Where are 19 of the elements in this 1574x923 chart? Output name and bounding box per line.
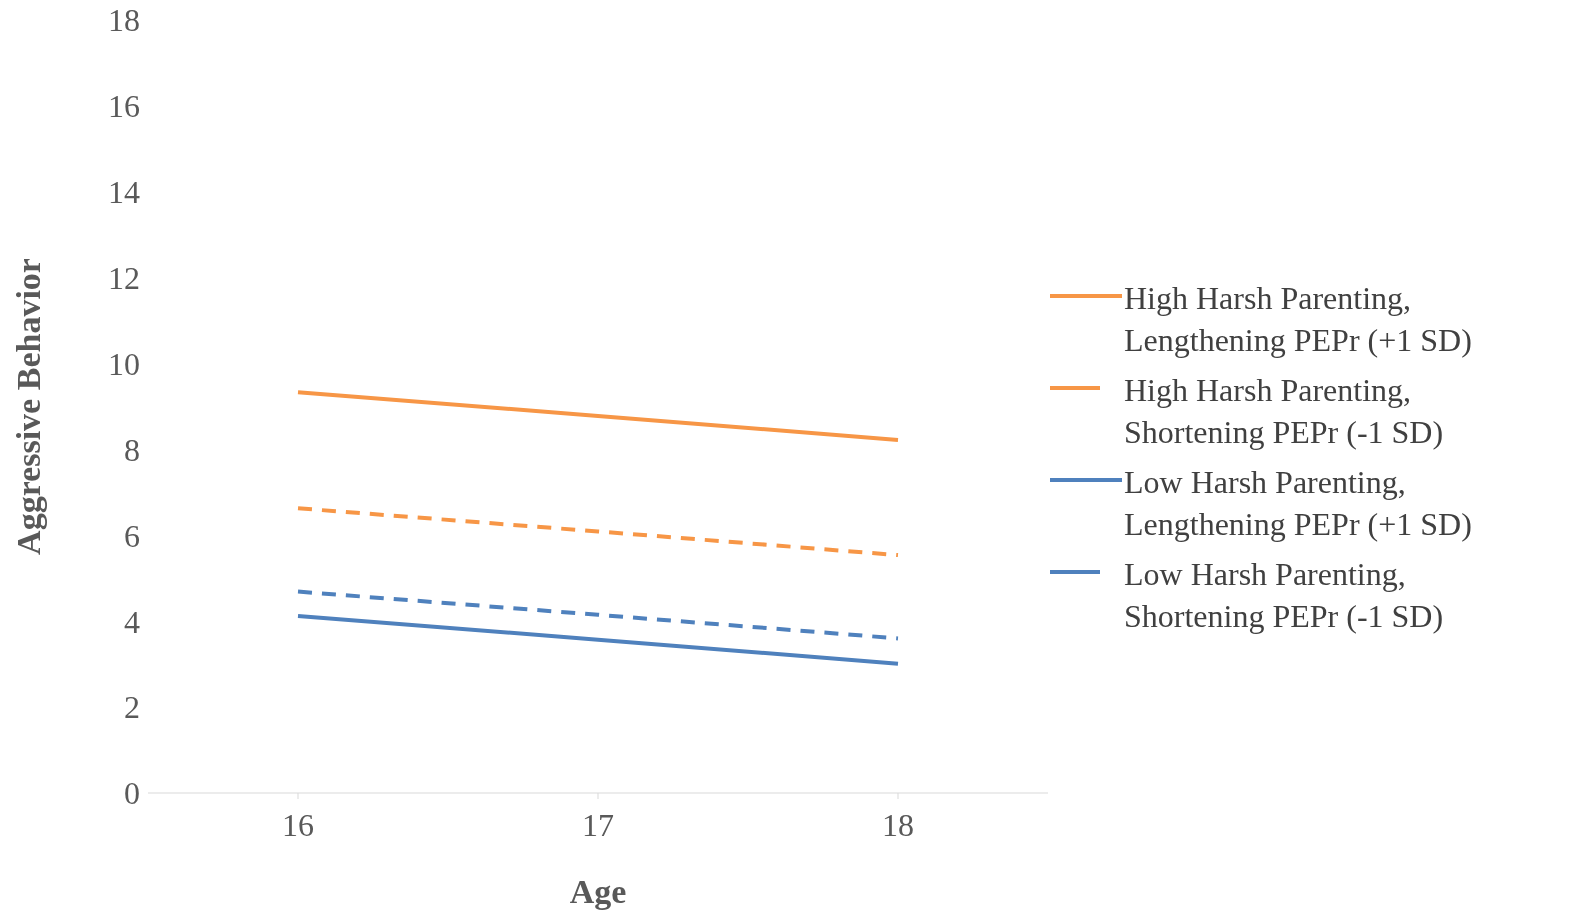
legend-label: High Harsh Parenting, Lengthening PEPr (+1 SD) bbox=[1124, 278, 1473, 360]
y-tick-label: 10 bbox=[108, 345, 140, 382]
y-axis-title: Aggressive Behavior bbox=[10, 258, 48, 555]
y-tick-label: 12 bbox=[108, 260, 140, 297]
y-tick-label: 4 bbox=[124, 603, 140, 640]
y-tick-label: 14 bbox=[108, 174, 140, 211]
legend-label: High Harsh Parenting, Shortening PEPr (-1 SD) bbox=[1124, 370, 1445, 452]
x-tick-label: 18 bbox=[882, 806, 914, 843]
y-tick-label: 18 bbox=[108, 2, 140, 39]
y-tick-label: 0 bbox=[124, 775, 140, 812]
y-tick-label: 6 bbox=[124, 517, 140, 554]
legend-label: Low Harsh Parenting, Lengthening PEPr (+1 SD) bbox=[1124, 462, 1473, 544]
x-axis-title: Age bbox=[569, 873, 627, 910]
x-tick-label: 17 bbox=[582, 806, 614, 843]
y-tick-label: 2 bbox=[124, 689, 140, 726]
y-tick-label: 16 bbox=[108, 88, 140, 125]
x-tick-label: 16 bbox=[282, 806, 314, 843]
y-tick-label: 8 bbox=[124, 431, 140, 468]
legend-label: Low Harsh Parenting, Shortening PEPr (-1 SD) bbox=[1124, 554, 1445, 636]
